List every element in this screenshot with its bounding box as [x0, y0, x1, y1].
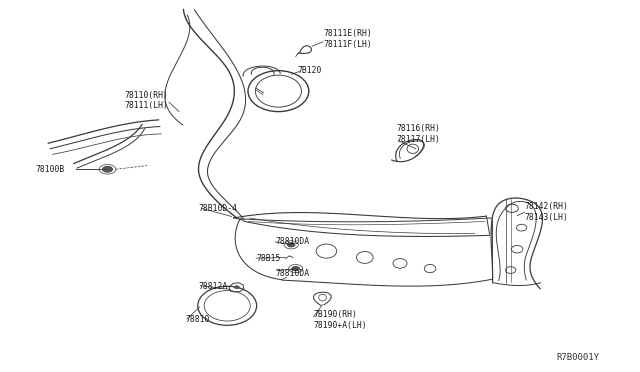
- Text: 78B15: 78B15: [256, 254, 280, 263]
- Text: 7B190(RH)
78190+A(LH): 7B190(RH) 78190+A(LH): [314, 310, 367, 330]
- Text: 78142(RH)
78143(LH): 78142(RH) 78143(LH): [525, 202, 569, 222]
- Text: 78812A: 78812A: [198, 282, 228, 291]
- Text: R7B0001Y: R7B0001Y: [557, 353, 600, 362]
- Circle shape: [292, 266, 300, 271]
- Text: 78810DA: 78810DA: [275, 269, 309, 278]
- Text: 78110(RH)
78111(LH): 78110(RH) 78111(LH): [125, 91, 169, 110]
- Text: 78100B: 78100B: [35, 165, 65, 174]
- Text: 7B120: 7B120: [298, 66, 322, 75]
- Circle shape: [287, 243, 295, 247]
- Text: 78810DA: 78810DA: [275, 237, 309, 246]
- Text: 78B10D-4: 78B10D-4: [198, 204, 237, 213]
- Text: 78116(RH)
78117(LH): 78116(RH) 78117(LH): [397, 124, 441, 144]
- Text: 78810: 78810: [186, 315, 210, 324]
- Circle shape: [234, 286, 239, 289]
- Text: 78111E(RH)
78111F(LH): 78111E(RH) 78111F(LH): [323, 29, 372, 49]
- Circle shape: [102, 166, 113, 172]
